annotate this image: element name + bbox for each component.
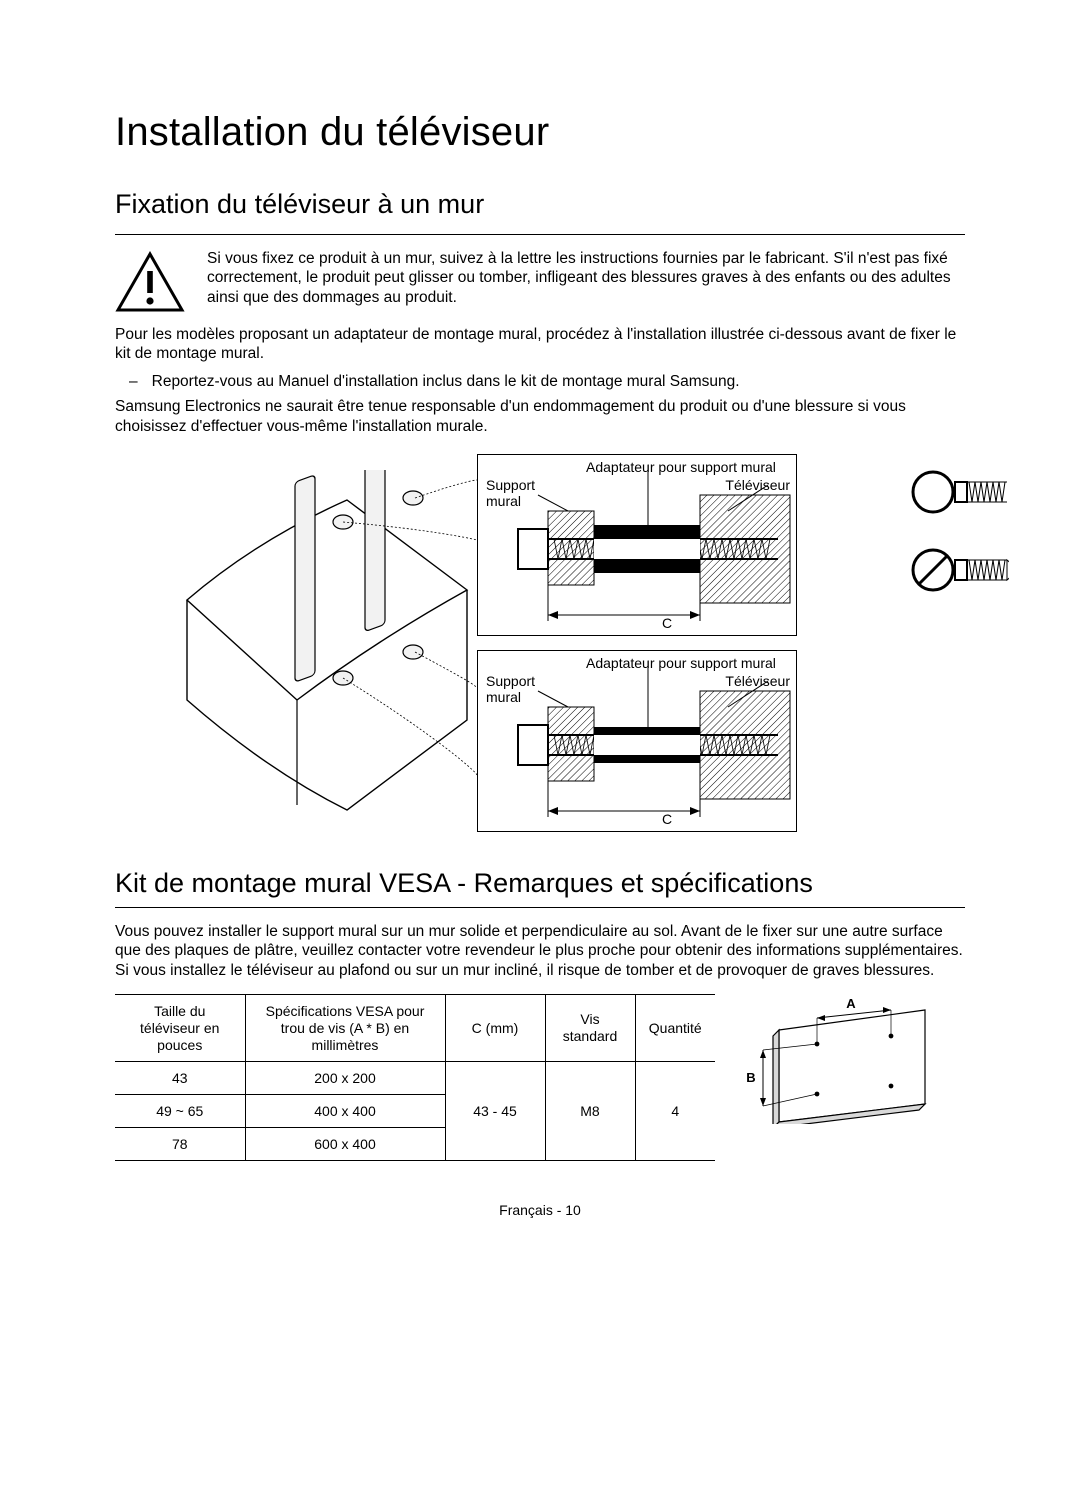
bullet-manual: Reportez-vous au Manuel d'installation i…: [152, 372, 740, 391]
warning-text: Si vous fixez ce produit à un mur, suive…: [207, 249, 965, 313]
cell-c: 43 - 45: [445, 1062, 545, 1161]
cell-size: 43: [115, 1062, 245, 1095]
section-heading-fixation: Fixation du téléviseur à un mur: [115, 189, 965, 220]
liability-paragraph: Samsung Electronics ne saurait être tenu…: [115, 397, 965, 436]
th-screw: Vis standard: [545, 995, 635, 1062]
page-title: Installation du téléviseur: [115, 110, 965, 155]
cell-vesa: 600 x 400: [245, 1128, 445, 1161]
th-size: Taille du téléviseur en pouces: [115, 995, 245, 1062]
cell-screw: M8: [545, 1062, 635, 1161]
dim-b-label: B: [746, 1070, 755, 1085]
dim-a-label: A: [846, 996, 856, 1011]
cell-qty: 4: [635, 1062, 715, 1161]
th-c: C (mm): [445, 995, 545, 1062]
table-row: 43 200 x 200 43 - 45 M8 4: [115, 1062, 715, 1095]
cell-size: 78: [115, 1128, 245, 1161]
screw-allowed-icon: [911, 462, 1009, 527]
section-heading-vesa: Kit de montage mural VESA - Remarques et…: [115, 868, 965, 899]
heading-rule-2: [115, 907, 965, 908]
bolt-cross-section-top: Adaptateur pour support mural Support mu…: [477, 454, 797, 636]
vesa-dimensions-icon: A B: [739, 994, 939, 1124]
bolt-cross-section-bottom: Adaptateur pour support mural Support mu…: [477, 650, 797, 832]
warning-icon: [115, 249, 185, 313]
th-qty: Quantité: [635, 995, 715, 1062]
th-vesa: Spécifications VESA pour trou de vis (A …: [245, 995, 445, 1062]
mounting-diagram: Adaptateur pour support mural Support mu…: [177, 454, 903, 842]
cell-vesa: 400 x 400: [245, 1095, 445, 1128]
cell-vesa: 200 x 200: [245, 1062, 445, 1095]
page-footer: Français - 10: [0, 1202, 1080, 1218]
vesa-intro-paragraph: Vous pouvez installer le support mural s…: [115, 922, 965, 980]
cell-size: 49 ~ 65: [115, 1095, 245, 1128]
bullet-dash: –: [129, 372, 138, 391]
adapter-paragraph: Pour les modèles proposant un adaptateur…: [115, 325, 965, 364]
vesa-spec-table: Taille du téléviseur en pouces Spécifica…: [115, 994, 715, 1161]
tv-exploded-icon: [177, 470, 477, 826]
screw-forbidden-icon: [911, 540, 1009, 605]
heading-rule: [115, 234, 965, 235]
